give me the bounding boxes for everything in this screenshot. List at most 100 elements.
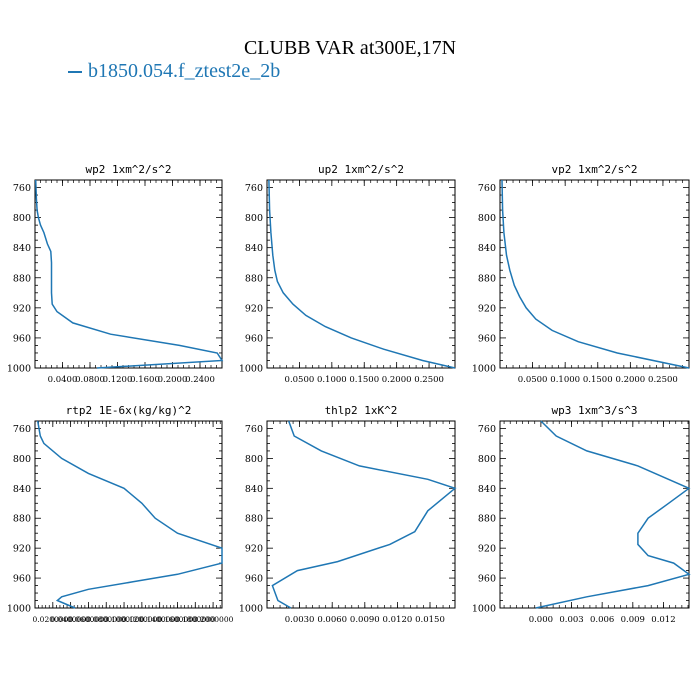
panel-title: vp2 1xm^2/s^2 xyxy=(551,163,637,176)
x-tick-label: 0.2000 xyxy=(382,375,412,385)
y-tick-label: 760 xyxy=(13,183,31,194)
x-tick-label: 0.1000 xyxy=(550,375,580,385)
plot-frame xyxy=(499,420,690,609)
y-tick-label: 840 xyxy=(245,484,263,495)
panel-title: wp3 1xm^3/s^3 xyxy=(551,404,637,417)
plot-frame xyxy=(266,420,456,609)
x-tick-label: 0.1400000 xyxy=(139,615,180,624)
x-tick-label: 0.0120 xyxy=(383,615,413,625)
x-tick-label: 0.1200000 xyxy=(122,615,163,624)
y-tick-label: 760 xyxy=(13,424,31,435)
x-tick-label: 0.2500 xyxy=(648,375,678,385)
y-tick-label: 880 xyxy=(478,514,496,525)
x-tick-label: 0.0060 xyxy=(317,615,347,625)
series-line xyxy=(268,179,456,369)
panel-title: up2 1xm^2/s^2 xyxy=(318,163,404,176)
y-tick-label: 960 xyxy=(13,333,31,344)
y-tick-label: 840 xyxy=(13,484,31,495)
y-tick-label: 1000 xyxy=(472,364,496,375)
y-tick-label: 800 xyxy=(245,454,263,465)
plot-frame xyxy=(34,179,223,369)
series-line xyxy=(535,420,691,609)
panel-1: wp2 1xm^2/s^2 760 800 840 880 920 960 1000 0.040… xyxy=(7,163,224,385)
y-tick-label: 880 xyxy=(13,514,31,525)
x-tick-label: 0.0500 xyxy=(285,375,315,385)
y-tick-label: 760 xyxy=(245,183,263,194)
x-tick-label: 0.006 xyxy=(590,615,614,625)
y-tick-label: 760 xyxy=(478,183,496,194)
x-tick-label: 0.2500 xyxy=(414,375,444,385)
y-tick-label: 1000 xyxy=(239,364,263,375)
y-tick-label: 1000 xyxy=(7,364,31,375)
x-tick-label: 0.0400 xyxy=(48,375,78,385)
y-tick-label: 800 xyxy=(478,213,496,224)
x-tick-label: 0.009 xyxy=(621,615,645,625)
y-tick-label: 960 xyxy=(245,574,263,585)
x-tick-label: 0.0800000 xyxy=(86,615,127,624)
y-tick-label: 840 xyxy=(245,243,263,254)
x-tick-label: 0.0030 xyxy=(285,615,315,625)
x-tick-label: 0.1500 xyxy=(583,375,613,385)
y-tick-label: 920 xyxy=(478,544,496,555)
x-tick-label: 0.003 xyxy=(559,615,583,625)
plot-frame xyxy=(266,179,456,369)
x-tick-label: 0.1600 xyxy=(130,375,160,385)
legend-label: b1850.054.f_ztest2e_2b xyxy=(88,60,281,82)
x-tick-label: 0.0800 xyxy=(75,375,105,385)
y-tick-label: 800 xyxy=(245,213,263,224)
panel-3: vp2 1xm^2/s^2 760 800 840 880 920 960 1000 0.050… xyxy=(472,163,690,385)
y-tick-label: 800 xyxy=(13,454,31,465)
x-tick-label: 0.0400000 xyxy=(50,615,91,624)
x-tick-label: 0.1800000 xyxy=(175,615,216,624)
y-tick-label: 880 xyxy=(245,273,263,284)
panel-title: wp2 1xm^2/s^2 xyxy=(85,163,171,176)
panel-2: up2 1xm^2/s^2 760 800 840 880 920 960 1000 0.050… xyxy=(239,163,456,385)
y-tick-label: 1000 xyxy=(7,604,31,615)
y-tick-label: 920 xyxy=(13,544,31,555)
figure-title: CLUBB VAR at300E,17N xyxy=(243,37,457,59)
y-tick-label: 880 xyxy=(478,273,496,284)
series-line xyxy=(501,179,690,369)
y-tick-label: 960 xyxy=(478,574,496,585)
legend: b1850.054.f_ztest2e_2b xyxy=(68,60,280,83)
y-tick-label: 960 xyxy=(478,333,496,344)
y-tick-label: 840 xyxy=(478,243,496,254)
y-tick-label: 960 xyxy=(13,574,31,585)
x-tick-label: 0.1200 xyxy=(103,375,133,385)
panel-title: rtp2 1E-6x(kg/kg)^2 xyxy=(66,404,192,417)
y-tick-label: 760 xyxy=(478,424,496,435)
y-tick-label: 840 xyxy=(478,484,496,495)
panel-4: rtp2 1E-6x(kg/kg)^2 760 800 840 880 920 960 100… xyxy=(7,404,234,624)
series-line xyxy=(271,420,457,609)
x-tick-label: 0.1600000 xyxy=(157,615,198,624)
y-tick-label: 760 xyxy=(245,424,263,435)
y-tick-label: 800 xyxy=(13,213,31,224)
y-tick-label: 920 xyxy=(245,303,263,314)
x-tick-label: 0.0150 xyxy=(415,615,445,625)
y-tick-label: 920 xyxy=(245,544,263,555)
x-tick-label: 0.0090 xyxy=(350,615,380,625)
x-tick-label: 0.000 xyxy=(529,615,553,625)
plot-frame xyxy=(499,179,690,369)
series-line xyxy=(36,420,223,609)
x-tick-label: 0.1000 xyxy=(317,375,347,385)
x-tick-label: 0.1500 xyxy=(349,375,379,385)
panel-title: thlp2 1xK^2 xyxy=(325,404,398,417)
y-tick-label: 1000 xyxy=(239,604,263,615)
y-tick-label: 920 xyxy=(478,303,496,314)
legend-line-icon xyxy=(68,71,82,74)
x-tick-label: 0.0600000 xyxy=(68,615,109,624)
y-tick-label: 960 xyxy=(245,333,263,344)
x-tick-label: 0.1000000 xyxy=(104,615,145,624)
x-tick-label: 0.0500 xyxy=(518,375,548,385)
y-tick-label: 880 xyxy=(13,273,31,284)
y-tick-label: 800 xyxy=(478,454,496,465)
y-tick-label: 1000 xyxy=(472,604,496,615)
y-tick-label: 840 xyxy=(13,243,31,254)
x-tick-label: 0.0200000 xyxy=(33,615,74,624)
x-tick-label: 0.2000 xyxy=(158,375,188,385)
x-tick-label: 0.2400 xyxy=(185,375,215,385)
y-tick-label: 880 xyxy=(245,514,263,525)
